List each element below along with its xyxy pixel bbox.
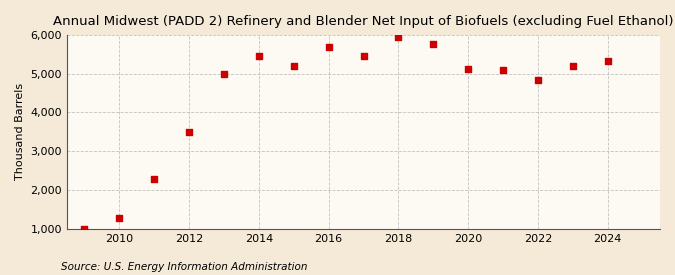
Point bbox=[149, 177, 160, 182]
Point bbox=[533, 78, 543, 83]
Point bbox=[184, 130, 194, 135]
Point bbox=[79, 226, 90, 231]
Point bbox=[602, 59, 613, 63]
Point bbox=[393, 35, 404, 39]
Point bbox=[114, 216, 125, 220]
Point bbox=[463, 67, 474, 71]
Point bbox=[219, 71, 230, 76]
Point bbox=[288, 64, 299, 68]
Point bbox=[323, 45, 334, 49]
Y-axis label: Thousand Barrels: Thousand Barrels bbox=[15, 83, 25, 180]
Point bbox=[568, 64, 578, 68]
Point bbox=[428, 42, 439, 46]
Title: Annual Midwest (PADD 2) Refinery and Blender Net Input of Biofuels (excluding Fu: Annual Midwest (PADD 2) Refinery and Ble… bbox=[53, 15, 674, 28]
Point bbox=[358, 54, 369, 59]
Point bbox=[497, 68, 508, 73]
Text: Source: U.S. Energy Information Administration: Source: U.S. Energy Information Administ… bbox=[61, 262, 307, 272]
Point bbox=[254, 53, 265, 58]
